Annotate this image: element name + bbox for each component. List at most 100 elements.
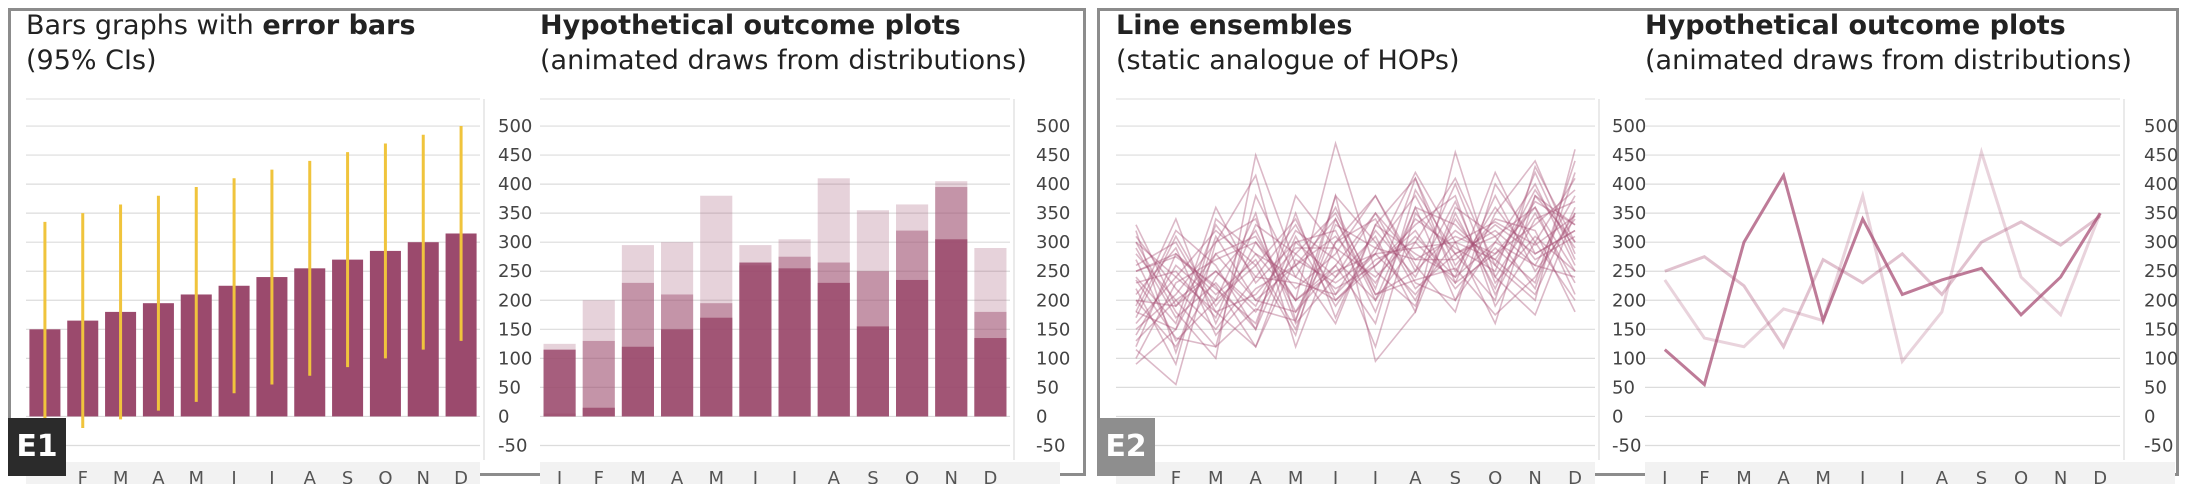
hop-bar <box>935 239 968 417</box>
x-tick-label: M <box>630 468 646 484</box>
y-tick-label: 300 <box>2144 232 2178 253</box>
y-tick-label: 450 <box>2144 145 2178 166</box>
x-tick-label: S <box>342 468 353 484</box>
month-axis-band <box>540 462 1060 484</box>
series-line <box>1135 188 1576 342</box>
x-tick-label: N <box>2054 468 2067 484</box>
hop-bar <box>700 317 733 417</box>
x-tick-label: J <box>1372 468 1378 484</box>
x-tick-label: M <box>1208 468 1224 484</box>
x-tick-label: M <box>1736 468 1752 484</box>
hop-bar <box>817 262 850 417</box>
x-tick-label: J <box>556 468 562 484</box>
hop-bar <box>974 311 1007 417</box>
hop-bar <box>661 242 694 417</box>
y-tick-label: -50 <box>1036 435 1065 456</box>
x-tick-label: O <box>1488 468 1502 484</box>
x-tick-label: O <box>378 468 392 484</box>
x-tick-label: A <box>671 468 684 484</box>
x-tick-label: O <box>905 468 919 484</box>
x-tick-label: J <box>1332 468 1338 484</box>
x-tick-label: S <box>867 468 878 484</box>
x-tick-label: A <box>828 468 841 484</box>
y-tick-label: 0 <box>2144 406 2155 427</box>
x-tick-label: A <box>1409 468 1422 484</box>
hop-bar <box>582 340 615 417</box>
x-tick-label: A <box>1936 468 1949 484</box>
series-line <box>1135 194 1576 330</box>
y-tick-label: -50 <box>498 435 527 456</box>
x-tick-label: M <box>1288 468 1304 484</box>
series-line <box>1135 235 1576 313</box>
y-tick-label: 0 <box>498 406 509 427</box>
y-tick-label: 350 <box>498 203 532 224</box>
series-line <box>1663 171 2102 388</box>
x-tick-label: N <box>1528 468 1541 484</box>
series-line <box>1135 215 1576 349</box>
e2-left-title: Line ensembles (static analogue of HOPs) <box>1116 10 1460 76</box>
x-tick-label: D <box>983 468 997 484</box>
x-tick-label: A <box>304 468 317 484</box>
x-tick-label: S <box>1450 468 1461 484</box>
series-line <box>1135 149 1576 365</box>
series-line <box>1135 149 1576 364</box>
series-line <box>1135 159 1576 349</box>
y-tick-label: 300 <box>498 232 532 253</box>
x-tick-label: M <box>708 468 724 484</box>
y-tick-label: 200 <box>2144 290 2178 311</box>
hop-bar <box>621 346 654 417</box>
y-tick-label: 200 <box>1036 290 1070 311</box>
series-line <box>1664 214 2102 350</box>
y-tick-label: 500 <box>2144 116 2178 137</box>
x-tick-label: S <box>1976 468 1987 484</box>
y-tick-label: 450 <box>1036 145 1070 166</box>
hop-bar <box>661 294 694 417</box>
x-tick-label: J <box>1859 468 1865 484</box>
x-tick-label: J <box>1661 468 1667 484</box>
hop-bar <box>817 178 850 417</box>
y-tick-label: 250 <box>1036 261 1070 282</box>
y-tick-label: 0 <box>1612 406 1623 427</box>
x-tick-label: J <box>1899 468 1905 484</box>
y-tick-label: 50 <box>2144 377 2167 398</box>
e1-badge: E1 <box>8 418 66 476</box>
hop-bar <box>817 282 850 417</box>
x-tick-label: F <box>1699 468 1709 484</box>
series-line <box>1135 182 1576 350</box>
y-tick-label: 100 <box>2144 348 2178 369</box>
series-line <box>1135 140 1576 367</box>
hop-bar <box>700 195 733 417</box>
x-tick-label: F <box>78 468 88 484</box>
y-tick-label: 150 <box>498 319 532 340</box>
y-tick-label: 350 <box>2144 203 2178 224</box>
y-tick-label: 100 <box>1036 348 1070 369</box>
series-line <box>1135 176 1576 314</box>
hop-bar <box>739 262 772 417</box>
series-line <box>1135 182 1576 326</box>
series-line <box>1135 177 1576 349</box>
x-tick-label: D <box>1568 468 1582 484</box>
x-tick-label: A <box>152 468 165 484</box>
y-tick-label: 500 <box>1036 116 1070 137</box>
hop-bar <box>778 256 811 417</box>
series-line <box>1135 194 1576 338</box>
hop-bar <box>935 181 968 417</box>
month-axis-band <box>1645 462 2175 484</box>
y-tick-label: 300 <box>1036 232 1070 253</box>
hop-bar <box>935 187 968 417</box>
y-tick-label: 100 <box>498 348 532 369</box>
hop-bar <box>543 343 576 417</box>
x-tick-label: M <box>188 468 204 484</box>
series-line <box>1135 164 1576 350</box>
y-tick-label: 350 <box>1036 203 1070 224</box>
x-tick-label: A <box>1777 468 1790 484</box>
hop-bar <box>739 265 772 417</box>
hop-bar <box>621 245 654 417</box>
month-axis-band <box>1116 462 1595 484</box>
y-tick-label: 150 <box>2144 319 2178 340</box>
x-tick-label: J <box>752 468 758 484</box>
x-tick-label: M <box>113 468 129 484</box>
hop-bar <box>778 268 811 417</box>
y-tick-label: 300 <box>1612 232 1646 253</box>
hop-bar <box>543 349 576 417</box>
